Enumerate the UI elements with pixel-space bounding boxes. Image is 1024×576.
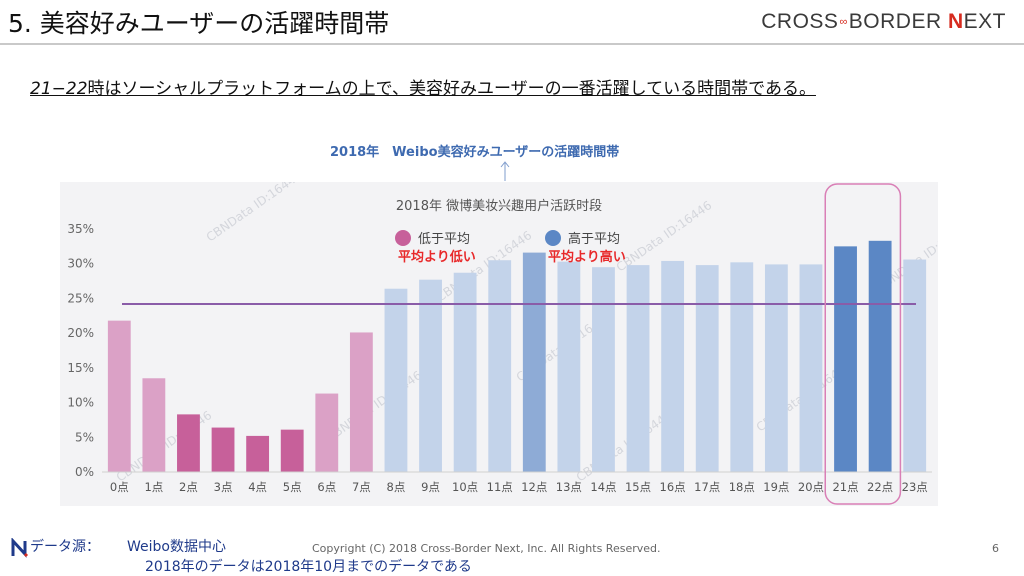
source-note: 2018年のデータは2018年10月までのデータである xyxy=(145,559,472,575)
company-logo: CROSS∞BORDER NEXT xyxy=(761,10,1006,33)
slide-title: 5. 美容好みユーザーの活躍時間帯 xyxy=(8,9,390,38)
y-tick-label: 0% xyxy=(75,465,94,479)
bar xyxy=(107,320,131,472)
x-tick-label: 11点 xyxy=(487,480,513,494)
x-tick-label: 19点 xyxy=(763,480,789,494)
bar xyxy=(488,260,512,472)
legend-label: 低于平均 xyxy=(418,232,470,247)
x-tick-label: 10点 xyxy=(452,480,478,494)
bar xyxy=(695,265,719,472)
bar-chart: CBNData ID:16446 CBNData ID:16446 CBNData … xyxy=(67,182,938,505)
bar xyxy=(626,265,650,472)
x-tick-label: 16点 xyxy=(660,480,686,494)
chart-panel: CBNData ID:16446 CBNData ID:16446 CBNData … xyxy=(60,182,938,506)
x-tick-label: 13点 xyxy=(556,480,582,494)
x-tick-label: 22点 xyxy=(867,480,893,494)
bar xyxy=(349,332,373,472)
x-tick-label: 0点 xyxy=(110,480,129,494)
copyright: Copyright (C) 2018 Cross-Border Next, In… xyxy=(312,542,661,555)
bar xyxy=(834,246,857,472)
legend-annotation: 平均より低い xyxy=(398,249,476,265)
title-rule xyxy=(0,43,1024,45)
bar xyxy=(661,260,685,472)
bar xyxy=(799,264,823,472)
legend-marker xyxy=(395,230,411,246)
bar xyxy=(557,261,581,472)
highlight-box xyxy=(824,183,902,505)
bar xyxy=(453,272,477,472)
y-tick-label: 30% xyxy=(67,257,94,271)
bar xyxy=(903,259,927,472)
bar xyxy=(384,288,408,472)
watermark: CBNData ID:16446 xyxy=(324,368,425,444)
x-tick-label: 5点 xyxy=(283,480,302,494)
legend-label: 高于平均 xyxy=(568,231,620,247)
x-tick-label: 23点 xyxy=(902,480,928,494)
caption-arrow-icon xyxy=(500,161,510,181)
chart-title: 2018年 微博美妆兴趣用户活跃时段 xyxy=(396,198,602,214)
y-tick-label: 5% xyxy=(75,430,94,444)
x-tick-label: 12点 xyxy=(521,480,547,494)
y-tick-label: 10% xyxy=(67,396,94,410)
bar xyxy=(211,427,235,472)
bar xyxy=(177,414,200,472)
x-tick-label: 1点 xyxy=(144,480,163,494)
x-tick-label: 8点 xyxy=(387,480,406,494)
bar xyxy=(419,279,442,472)
x-tick-label: 18点 xyxy=(729,480,755,494)
x-tick-label: 2点 xyxy=(179,480,198,494)
y-tick-label: 15% xyxy=(67,361,94,375)
x-tick-label: 4点 xyxy=(248,480,267,494)
bar xyxy=(592,267,615,472)
y-tick-label: 35% xyxy=(67,222,94,236)
watermark: CBNData ID:16446 xyxy=(574,408,675,484)
x-tick-label: 14点 xyxy=(590,480,616,494)
watermark: CBNData ID:16446 xyxy=(204,182,305,244)
bar xyxy=(868,240,892,472)
page-number: 6 xyxy=(992,542,999,555)
bar xyxy=(522,252,546,472)
x-tick-label: 6点 xyxy=(317,480,336,494)
x-tick-label: 17点 xyxy=(694,480,720,494)
x-tick-label: 9点 xyxy=(421,480,440,494)
x-tick-label: 21点 xyxy=(832,480,858,494)
bar xyxy=(142,378,166,472)
legend-annotation: 平均より高い xyxy=(548,249,626,265)
source-label: データ源： xyxy=(30,539,100,555)
x-tick-label: 15点 xyxy=(625,480,651,494)
x-tick-label: 20点 xyxy=(798,480,824,494)
y-tick-label: 20% xyxy=(67,326,94,340)
bar xyxy=(246,435,270,472)
brand-n-icon xyxy=(11,538,29,558)
headline: 21−22時はソーシャルプラットフォームの上で、美容好みユーザーの一番活躍してい… xyxy=(30,79,816,99)
y-tick-label: 25% xyxy=(67,291,94,305)
x-tick-label: 7点 xyxy=(352,480,371,494)
source-value: Weibo数据中心 xyxy=(127,539,226,555)
bar xyxy=(730,262,754,472)
chart-caption: 2018年 Weibo美容好みユーザーの活躍時間帯 xyxy=(330,145,620,160)
x-tick-label: 3点 xyxy=(214,480,233,494)
bar xyxy=(280,429,304,472)
bar xyxy=(764,264,788,472)
bar xyxy=(315,393,339,472)
legend-marker xyxy=(545,230,561,246)
